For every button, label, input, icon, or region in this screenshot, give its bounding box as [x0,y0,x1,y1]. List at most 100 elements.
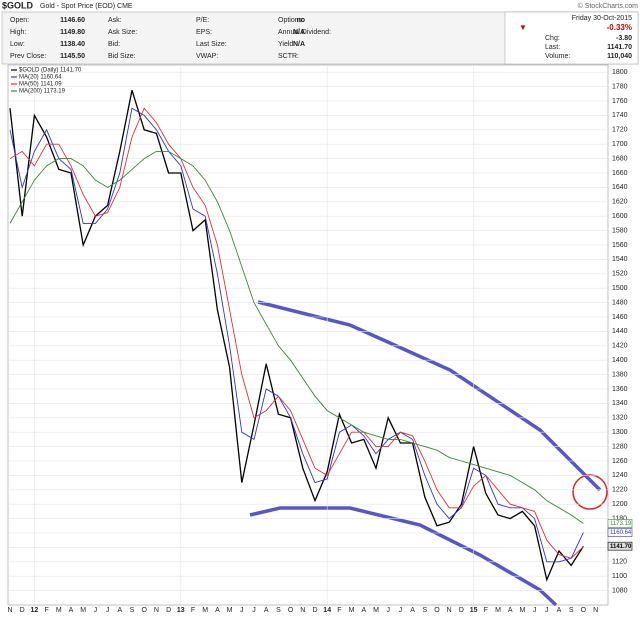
x-tick-label: A [557,607,562,614]
quote-label: Prev Close: [10,53,46,60]
x-tick-label: N [593,607,598,614]
last-value-label: 1160.64 [610,530,632,536]
quote-label: Last Size: [196,41,227,48]
y-tick-label: 1120 [612,559,627,566]
y-tick-label: 1240 [612,472,628,479]
x-tick-label: J [106,607,110,614]
y-tick-label: 1280 [612,443,628,450]
y-tick-label: 1200 [612,501,628,508]
watermark: © StockCharts.com [578,2,639,10]
y-tick-label: 1640 [612,184,628,191]
summary-label: Chg: [545,35,560,42]
x-tick-label: F [191,607,195,614]
quote-value: N/A [293,29,305,36]
quote-value: no [296,17,305,24]
quote-label: Open: [10,17,29,24]
quote-label: Bid Size: [108,53,136,60]
x-tick-label: J [386,607,390,614]
x-tick-label: M [495,607,501,614]
y-tick-label: 1440 [612,328,628,335]
x-tick-label: J [533,607,537,614]
quote-value: 1138.40 [60,41,85,48]
y-tick-label: 1420 [612,343,628,350]
y-tick-label: 1080 [612,587,628,594]
x-tick-label: M [373,607,379,614]
x-tick-label: N [447,607,452,614]
x-tick-label: M [202,607,208,614]
last-value-label: 1173.19 [610,521,632,527]
x-tick-label: O [581,607,587,614]
x-tick-label: M [519,607,525,614]
y-tick-label: 1500 [612,285,628,292]
y-tick-label: 1360 [612,386,628,393]
x-tick-label: F [484,607,488,614]
last-value-box [607,541,633,551]
y-tick-label: 1580 [612,227,628,234]
y-tick-label: 1680 [612,155,628,162]
y-tick-label: 1300 [612,429,628,436]
y-tick-label: 1220 [612,487,628,494]
x-tick-label: M [80,607,86,614]
x-tick-label: J [545,607,549,614]
x-tick-label: O [141,607,147,614]
x-tick-label: S [422,607,427,614]
summary-value: 110,040 [607,53,632,60]
y-tick-label: 1180 [612,515,627,522]
lower-channel [249,506,558,607]
x-tick-label: M [56,607,62,614]
y-tick-label: 1660 [612,170,628,177]
x-tick-label: J [252,607,256,614]
y-tick-label: 1600 [612,213,628,220]
description: Gold - Spot Price (EOD) CME [40,3,133,10]
plot-frame [7,64,609,606]
x-tick-label: J [399,607,403,614]
x-tick-label: M [349,607,355,614]
y-tick-label: 1100 [612,573,627,580]
last-value-label: 1141.70 [610,544,632,550]
y-tick-label: 1740 [612,112,628,119]
series-line [9,107,584,563]
y-tick-label: 1700 [612,141,628,148]
quote-value: 1145.50 [60,53,85,60]
x-tick-label: 13 [177,607,185,614]
x-tick-label: 12 [31,607,39,614]
change-pct: -0.33% [607,23,632,32]
x-tick-label: N [154,607,159,614]
x-tick-label: 15 [470,607,478,614]
quote-label: VWAP: [196,53,218,60]
y-tick-label: 1800 [612,69,628,76]
y-tick-label: 1720 [612,127,628,134]
x-tick-label: A [215,607,220,614]
quote-label: Ask Size: [108,29,137,36]
summary-value: 1141.70 [607,44,632,51]
x-tick-label: J [240,607,244,614]
x-tick-label: D [459,607,464,614]
quote-label: High: [10,29,26,36]
quote-label: Bid: [108,41,120,48]
y-tick-label: 1760 [612,98,628,105]
x-tick-label: J [94,607,98,614]
x-tick-label: A [361,607,366,614]
quote-label: Yield: [278,41,295,48]
legend-label: $GOLD (Daily) 1141.70 [19,68,82,74]
last-value-box [607,519,633,528]
summary-label: Volume: [545,53,570,60]
x-tick-label: 14 [323,607,331,614]
y-tick-label: 1780 [612,83,628,90]
quote-value: 1146.60 [60,17,85,24]
x-tick-label: A [117,607,122,614]
x-tick-label: S [130,607,135,614]
legend-label: MA(50) 1141.09 [19,82,62,88]
quote-label: P/E: [196,17,209,24]
quote-label: Options: [278,17,304,24]
quote-label: Low: [10,41,25,48]
highlight-circle [572,474,608,510]
y-tick-label: 1380 [612,371,628,378]
quote-value: N/A [293,41,305,48]
series-line [9,150,584,524]
x-tick-label: S [276,607,281,614]
quote-label: EPS: [196,29,212,36]
x-tick-label: O [288,607,294,614]
legend-label: MA(20) 1160.64 [19,75,62,81]
